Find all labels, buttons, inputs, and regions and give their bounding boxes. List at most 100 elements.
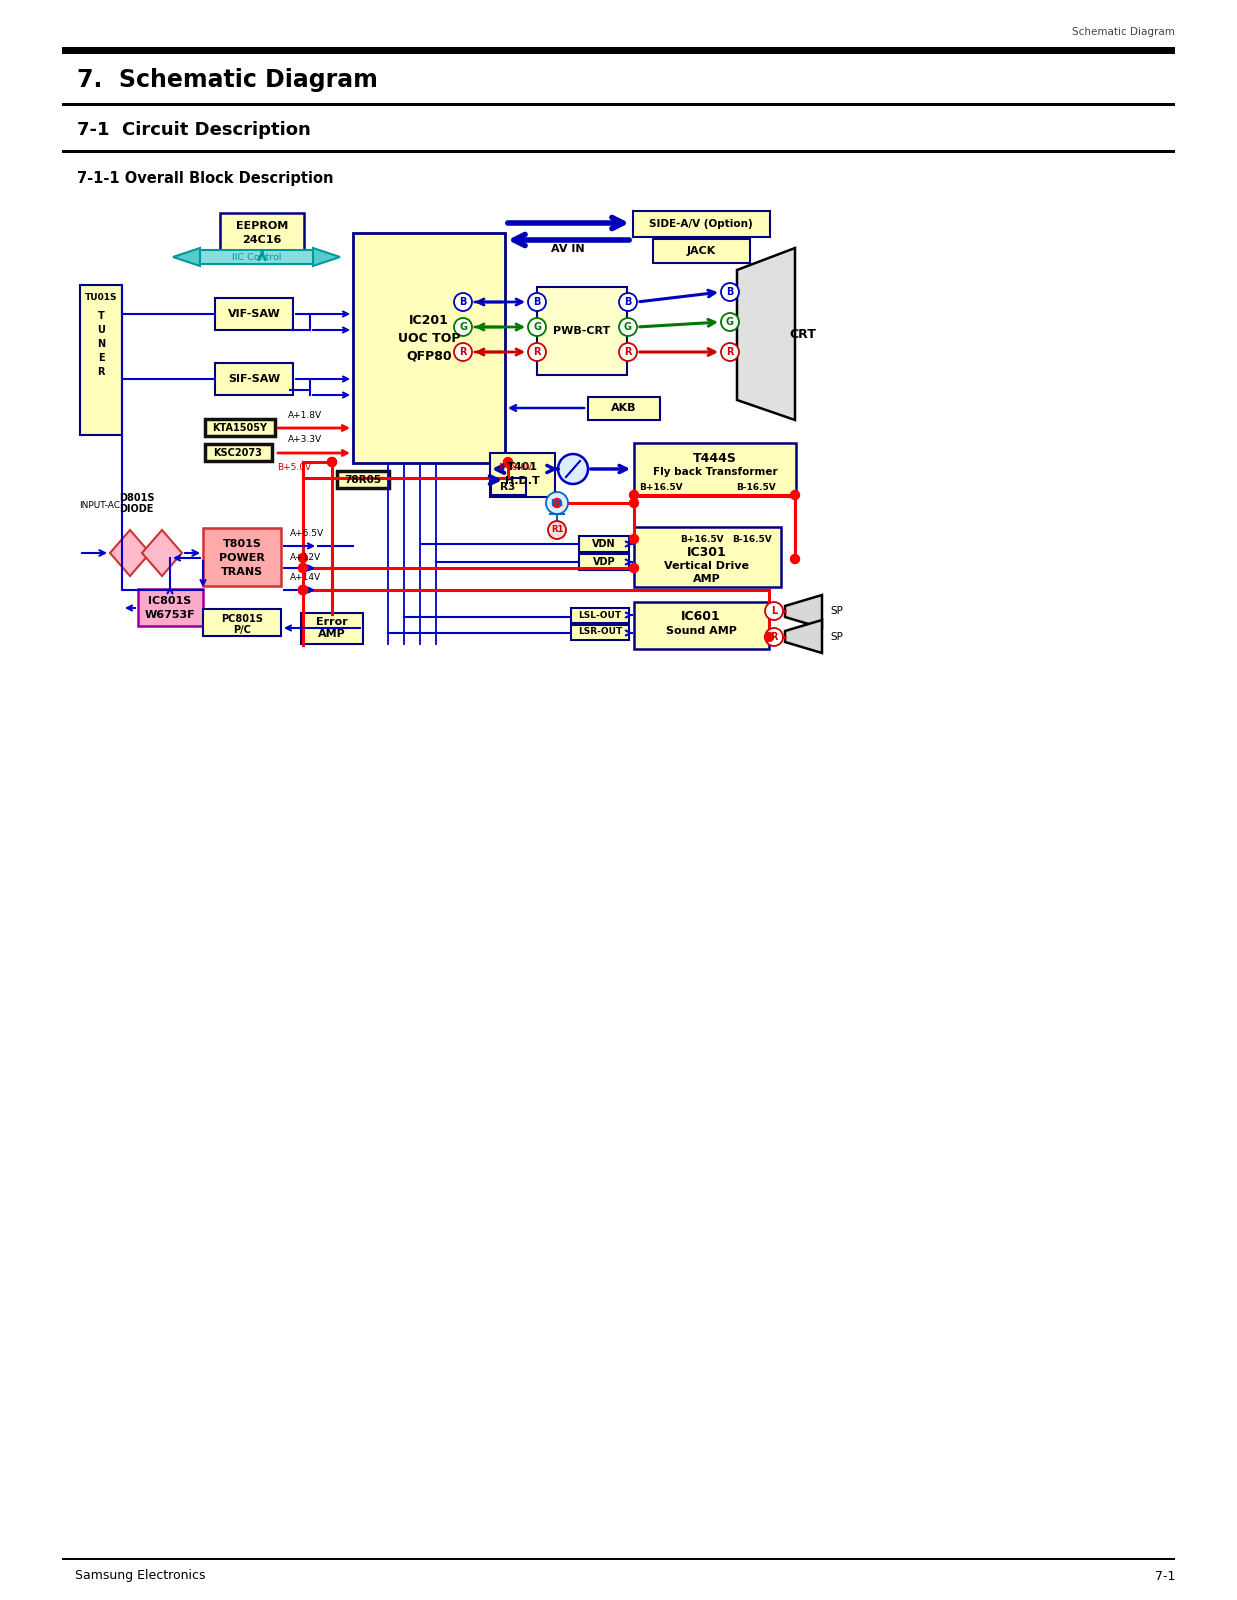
Text: A+14V: A+14V	[289, 573, 322, 582]
Text: B: B	[625, 298, 632, 307]
Bar	[205, 443, 272, 461]
Bar	[571, 626, 628, 640]
Text: R: R	[726, 347, 734, 357]
Polygon shape	[110, 530, 150, 576]
Circle shape	[764, 627, 783, 646]
Circle shape	[721, 342, 738, 362]
Polygon shape	[313, 248, 340, 266]
Circle shape	[721, 314, 738, 331]
Text: TRANS: TRANS	[221, 566, 263, 578]
Text: INPUT-AC: INPUT-AC	[79, 501, 120, 510]
Text: A+1.8V: A+1.8V	[288, 411, 322, 419]
Text: VDN: VDN	[593, 539, 616, 549]
Text: LSL-OUT: LSL-OUT	[579, 611, 621, 619]
Text: Schematic Diagram: Schematic Diagram	[1072, 27, 1175, 37]
Text: W6753F: W6753F	[145, 610, 195, 619]
Bar	[80, 285, 122, 435]
Bar	[215, 298, 293, 330]
Text: E: E	[98, 354, 104, 363]
Text: 7.  Schematic Diagram: 7. Schematic Diagram	[77, 67, 377, 91]
Text: G: G	[533, 322, 541, 333]
Text: VIF-SAW: VIF-SAW	[228, 309, 281, 318]
Text: R: R	[625, 347, 632, 357]
Circle shape	[528, 342, 546, 362]
Text: IC301: IC301	[687, 547, 727, 560]
Bar	[635, 526, 781, 587]
Circle shape	[630, 491, 638, 499]
Text: IC601: IC601	[682, 611, 721, 624]
Bar	[215, 363, 293, 395]
Circle shape	[790, 491, 799, 499]
Circle shape	[630, 563, 638, 573]
Bar	[203, 528, 281, 586]
Circle shape	[618, 318, 637, 336]
Bar	[635, 602, 769, 650]
Circle shape	[298, 554, 308, 563]
Polygon shape	[550, 522, 564, 528]
Text: EEPROM: EEPROM	[236, 221, 288, 230]
Circle shape	[298, 563, 308, 573]
Bar	[200, 250, 313, 264]
Circle shape	[328, 458, 336, 467]
Text: TU01S: TU01S	[85, 293, 118, 302]
Circle shape	[298, 586, 308, 595]
Circle shape	[528, 318, 546, 336]
Text: SP: SP	[830, 606, 842, 616]
Text: POWER: POWER	[219, 554, 265, 563]
Text: B+16.5V: B+16.5V	[640, 483, 683, 491]
Bar	[537, 286, 627, 374]
Text: 7-1-1 Overall Block Description: 7-1-1 Overall Block Description	[77, 171, 334, 186]
Text: T444S: T444S	[693, 451, 737, 464]
Text: B: B	[726, 286, 734, 298]
Text: N: N	[96, 339, 105, 349]
Text: D801S: D801S	[119, 493, 155, 502]
Text: B: B	[533, 298, 541, 307]
Circle shape	[454, 293, 473, 310]
Polygon shape	[737, 248, 795, 419]
Bar	[205, 419, 275, 435]
Text: LSR-OUT: LSR-OUT	[578, 627, 622, 637]
Text: KSC2073: KSC2073	[214, 448, 262, 458]
Text: Sound AMP: Sound AMP	[666, 626, 736, 635]
Circle shape	[553, 499, 562, 507]
Text: R: R	[771, 632, 778, 642]
Bar	[653, 238, 750, 262]
Text: A+12V: A+12V	[289, 554, 322, 563]
Text: IC201: IC201	[409, 314, 449, 326]
Text: IIC Control: IIC Control	[233, 253, 282, 261]
Text: R1: R1	[550, 525, 563, 534]
Text: IC801S: IC801S	[148, 595, 192, 606]
Circle shape	[630, 534, 638, 544]
Text: UOC TOP: UOC TOP	[398, 331, 460, 344]
Text: B+8.0V: B+8.0V	[499, 462, 532, 472]
Text: G: G	[623, 322, 632, 333]
Bar	[579, 536, 628, 552]
Circle shape	[618, 342, 637, 362]
Circle shape	[790, 555, 799, 563]
Text: PWB-CRT: PWB-CRT	[553, 326, 611, 336]
Circle shape	[454, 342, 473, 362]
Bar	[336, 470, 388, 488]
Polygon shape	[785, 619, 823, 653]
Circle shape	[503, 458, 512, 467]
Bar	[635, 443, 795, 496]
Circle shape	[630, 499, 638, 507]
Text: 7-1  Circuit Description: 7-1 Circuit Description	[77, 122, 310, 139]
Text: Error: Error	[317, 618, 348, 627]
Text: R: R	[459, 347, 466, 357]
Circle shape	[618, 293, 637, 310]
Text: DIODE: DIODE	[119, 504, 153, 514]
Bar	[579, 554, 628, 570]
Polygon shape	[142, 530, 182, 576]
Bar	[62, 102, 1175, 106]
Bar	[633, 211, 769, 237]
Bar	[490, 453, 555, 498]
Bar	[203, 610, 281, 635]
Text: P/C: P/C	[233, 626, 251, 635]
Text: SIDE-A/V (Option): SIDE-A/V (Option)	[649, 219, 753, 229]
Text: 7-1: 7-1	[1154, 1570, 1175, 1582]
Text: A+3.3V: A+3.3V	[288, 435, 322, 445]
Bar	[588, 397, 661, 419]
Circle shape	[528, 293, 546, 310]
Text: AMP: AMP	[693, 574, 721, 584]
